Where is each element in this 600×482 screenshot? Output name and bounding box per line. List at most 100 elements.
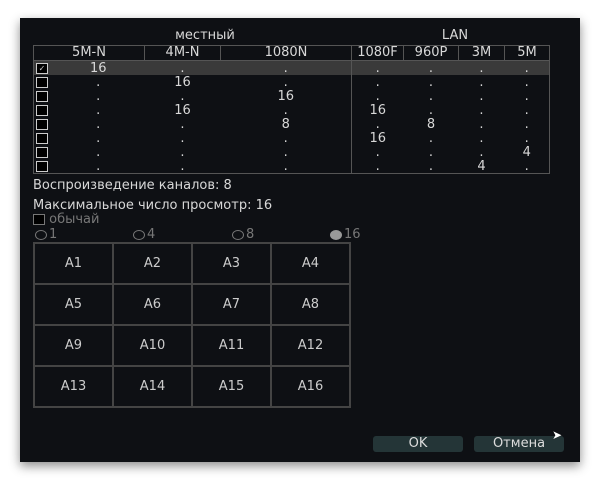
table-cell: . bbox=[96, 116, 101, 132]
channel-cell[interactable]: A5 bbox=[34, 284, 113, 325]
table-cell: . bbox=[96, 158, 101, 174]
row-checkbox[interactable] bbox=[36, 146, 48, 158]
table-cell: . bbox=[180, 158, 185, 174]
radio-icon bbox=[232, 229, 244, 240]
table-row[interactable]: . 16..... bbox=[34, 75, 550, 89]
radio-icon bbox=[330, 229, 342, 240]
channel-cell[interactable]: A11 bbox=[192, 325, 271, 366]
row-checkbox[interactable] bbox=[36, 132, 48, 144]
table-row[interactable]: ✓ 16...... bbox=[33, 60, 550, 75]
table-cell: . bbox=[428, 74, 434, 90]
table-cell: . bbox=[403, 60, 459, 75]
table-cell: 8 bbox=[426, 116, 436, 132]
split-radio-16[interactable]: 16 bbox=[330, 227, 361, 242]
table-cell: . bbox=[351, 145, 404, 159]
table-row[interactable]: .. 8. 8.. bbox=[34, 117, 550, 131]
table-cell: . bbox=[351, 159, 404, 174]
column-header: 4M-N bbox=[144, 45, 221, 61]
table-cell: . bbox=[524, 158, 529, 174]
row-checkbox[interactable] bbox=[36, 104, 48, 116]
column-header: 1080F bbox=[351, 45, 404, 61]
table-cell: . bbox=[524, 116, 529, 132]
table-cell: . bbox=[524, 102, 529, 118]
channel-cell[interactable]: A9 bbox=[34, 325, 113, 366]
table-cell: . bbox=[220, 60, 352, 75]
channel-cell[interactable]: A1 bbox=[34, 243, 113, 284]
channel-cell[interactable]: A16 bbox=[271, 366, 350, 407]
row-checkbox[interactable] bbox=[36, 76, 48, 88]
table-cell: . bbox=[428, 102, 434, 118]
radio-label: 16 bbox=[344, 227, 361, 242]
table-cell: . bbox=[283, 74, 288, 90]
table-cell: . bbox=[283, 102, 288, 118]
group-local: местный bbox=[175, 28, 235, 43]
table-cell: 16 bbox=[277, 88, 295, 104]
channel-grid: A1 A2 A3 A4 A5 A6 A7 A8 A9 A10 A11 A12 A13 A14 A15 A16 bbox=[33, 242, 351, 408]
ok-button[interactable]: OK bbox=[373, 436, 463, 452]
checkbox-icon bbox=[33, 214, 45, 225]
table-row[interactable]: ..... 4. bbox=[34, 159, 550, 174]
split-radio-8[interactable]: 8 bbox=[232, 227, 254, 242]
column-header: 3M bbox=[458, 45, 505, 61]
row-checkbox[interactable] bbox=[36, 90, 48, 102]
table-cell: . bbox=[479, 74, 484, 90]
custom-checkbox[interactable]: обычай bbox=[33, 212, 99, 227]
column-header: 5M bbox=[504, 45, 550, 61]
radio-label: 4 bbox=[147, 227, 156, 242]
channel-cell[interactable]: A2 bbox=[113, 243, 192, 284]
table-cell: . bbox=[96, 102, 101, 118]
channel-cell[interactable]: A10 bbox=[113, 325, 192, 366]
radio-label: 1 bbox=[49, 227, 58, 242]
radio-label: 8 bbox=[246, 227, 255, 242]
table-cell: 16 bbox=[174, 102, 191, 118]
playback-channels: Воспроизведение каналов: 8 bbox=[33, 178, 232, 193]
table-cell: . bbox=[96, 144, 101, 160]
table-cell: . bbox=[180, 130, 185, 146]
channel-cell[interactable]: A14 bbox=[113, 366, 192, 407]
table-cell: . bbox=[524, 88, 529, 104]
table-cell: . bbox=[428, 144, 434, 160]
table-cell: . bbox=[479, 116, 484, 132]
channel-cell[interactable]: A7 bbox=[192, 284, 271, 325]
max-view: Максимальное число просмотр: 16 bbox=[33, 198, 273, 213]
table-cell: 16 bbox=[174, 74, 191, 90]
channel-cell[interactable]: A3 bbox=[192, 243, 271, 284]
table-cell: . bbox=[428, 88, 434, 104]
table-row[interactable]: ... 16... bbox=[34, 131, 550, 145]
split-radio-4[interactable]: 4 bbox=[133, 227, 155, 242]
table-cell: . bbox=[351, 60, 404, 75]
table-cell: . bbox=[479, 88, 484, 104]
channel-cell[interactable]: A6 bbox=[113, 284, 192, 325]
row-checkbox[interactable]: ✓ bbox=[36, 62, 48, 74]
table-cell: . bbox=[283, 144, 288, 160]
channel-cell[interactable]: A12 bbox=[271, 325, 350, 366]
split-radio-1[interactable]: 1 bbox=[35, 227, 57, 242]
channel-cell[interactable]: A8 bbox=[271, 284, 350, 325]
table-cell: . bbox=[428, 130, 434, 146]
table-cell: . bbox=[96, 88, 101, 104]
table-cell: 16 bbox=[351, 103, 404, 117]
table-cell: 8 bbox=[281, 116, 290, 132]
channel-cell[interactable]: A13 bbox=[34, 366, 113, 407]
row-checkbox[interactable] bbox=[36, 118, 48, 130]
table-cell: . bbox=[96, 74, 101, 90]
column-header: 1080N bbox=[220, 45, 352, 61]
table-cell: . bbox=[351, 117, 404, 131]
channel-config-dialog: местный LAN 5M-N 4M-N 1080N 1080F 960P 3M 5M ✓… bbox=[20, 18, 580, 462]
table-cell: . bbox=[458, 60, 505, 75]
cancel-button[interactable]: Отмена bbox=[474, 436, 564, 452]
table-cell: . bbox=[524, 74, 529, 90]
table-cell: . bbox=[180, 116, 185, 132]
table-cell: . bbox=[180, 88, 185, 104]
row-checkbox[interactable] bbox=[36, 160, 48, 172]
column-header: 5M-N bbox=[33, 45, 145, 61]
channel-cell[interactable]: A4 bbox=[271, 243, 350, 284]
table-cell: 16 bbox=[52, 60, 145, 75]
table-cell: 16 bbox=[351, 131, 404, 145]
table-row[interactable]: . 16. 16... bbox=[34, 103, 550, 117]
table-row[interactable]: .. 16.... bbox=[34, 89, 550, 103]
group-lan: LAN bbox=[441, 28, 469, 43]
table-row[interactable]: ...... 4 bbox=[34, 145, 550, 159]
table-cell: . bbox=[428, 158, 434, 174]
channel-cell[interactable]: A15 bbox=[192, 366, 271, 407]
